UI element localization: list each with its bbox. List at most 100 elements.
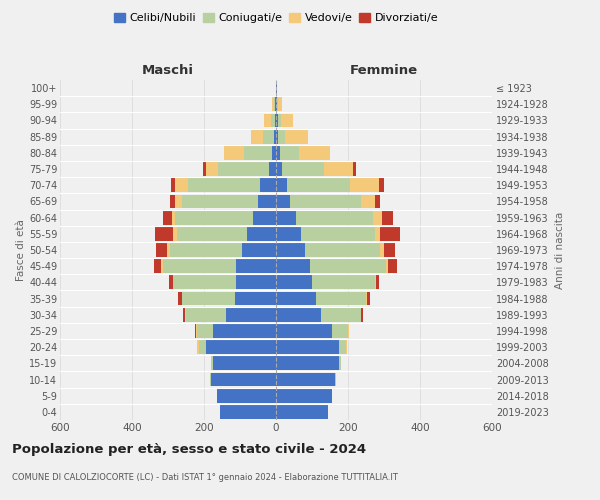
Bar — [276, 210, 296, 224]
Bar — [382, 210, 393, 224]
Bar — [156, 243, 167, 257]
Bar — [177, 227, 247, 240]
Bar — [186, 308, 226, 322]
Bar — [197, 324, 213, 338]
Bar — [170, 243, 242, 257]
Bar — [386, 260, 388, 273]
Bar — [275, 114, 276, 128]
Bar — [260, 178, 276, 192]
Legend: Celibi/Nubili, Coniugati/e, Vedovi/e, Divorziati/e: Celibi/Nubili, Coniugati/e, Vedovi/e, Di… — [109, 8, 443, 28]
Bar — [264, 114, 271, 128]
Bar — [263, 130, 274, 143]
Bar — [301, 227, 375, 240]
Y-axis label: Anni di nascita: Anni di nascita — [554, 212, 565, 288]
Bar — [290, 194, 361, 208]
Bar — [276, 130, 278, 143]
Bar — [321, 308, 361, 322]
Bar — [312, 276, 375, 289]
Bar — [276, 308, 321, 322]
Bar — [277, 98, 278, 111]
Bar — [316, 292, 366, 306]
Bar — [276, 146, 280, 160]
Bar — [272, 98, 274, 111]
Bar — [353, 162, 356, 176]
Bar — [278, 98, 282, 111]
Bar — [276, 372, 335, 386]
Bar — [247, 227, 276, 240]
Bar — [332, 324, 348, 338]
Bar — [324, 162, 353, 176]
Bar — [203, 162, 206, 176]
Bar — [175, 210, 253, 224]
Bar — [251, 130, 263, 143]
Bar — [366, 292, 367, 306]
Bar — [285, 130, 308, 143]
Bar — [236, 276, 276, 289]
Bar — [197, 340, 199, 354]
Text: Maschi: Maschi — [142, 64, 194, 77]
Bar — [276, 340, 339, 354]
Bar — [276, 389, 332, 402]
Bar — [276, 276, 312, 289]
Bar — [173, 227, 177, 240]
Bar — [380, 227, 400, 240]
Bar — [276, 98, 277, 111]
Bar — [178, 292, 182, 306]
Bar — [271, 114, 275, 128]
Bar — [379, 178, 384, 192]
Bar — [224, 146, 244, 160]
Bar — [280, 146, 299, 160]
Bar — [274, 130, 276, 143]
Bar — [339, 340, 346, 354]
Bar — [199, 340, 206, 354]
Bar — [278, 130, 285, 143]
Bar — [242, 243, 276, 257]
Bar — [236, 260, 276, 273]
Bar — [276, 260, 310, 273]
Bar — [350, 178, 379, 192]
Bar — [276, 227, 301, 240]
Bar — [278, 114, 281, 128]
Bar — [305, 243, 380, 257]
Bar — [335, 372, 336, 386]
Bar — [206, 162, 218, 176]
Bar — [272, 146, 276, 160]
Text: COMUNE DI CALOLZIOCORTE (LC) - Dati ISTAT 1° gennaio 2024 - Elaborazione TUTTITA: COMUNE DI CALOLZIOCORTE (LC) - Dati ISTA… — [12, 472, 398, 482]
Text: Femmine: Femmine — [350, 64, 418, 77]
Bar — [213, 356, 276, 370]
Bar — [196, 324, 197, 338]
Bar — [346, 340, 347, 354]
Bar — [182, 292, 235, 306]
Bar — [276, 243, 305, 257]
Bar — [182, 194, 258, 208]
Bar — [276, 194, 290, 208]
Bar — [211, 356, 213, 370]
Bar — [380, 243, 384, 257]
Bar — [276, 178, 287, 192]
Bar — [310, 260, 386, 273]
Bar — [339, 356, 341, 370]
Bar — [185, 308, 186, 322]
Bar — [375, 276, 376, 289]
Bar — [373, 210, 382, 224]
Bar — [375, 227, 380, 240]
Bar — [388, 260, 397, 273]
Bar — [276, 81, 277, 95]
Bar — [276, 356, 339, 370]
Bar — [276, 162, 283, 176]
Bar — [361, 308, 363, 322]
Bar — [287, 178, 350, 192]
Bar — [226, 308, 276, 322]
Bar — [220, 405, 276, 419]
Bar — [163, 210, 172, 224]
Bar — [276, 292, 316, 306]
Bar — [173, 276, 236, 289]
Bar — [188, 178, 260, 192]
Bar — [258, 194, 276, 208]
Bar — [170, 194, 175, 208]
Bar — [375, 194, 380, 208]
Bar — [171, 178, 175, 192]
Bar — [296, 210, 373, 224]
Bar — [161, 260, 163, 273]
Text: Popolazione per età, sesso e stato civile - 2024: Popolazione per età, sesso e stato civil… — [12, 442, 366, 456]
